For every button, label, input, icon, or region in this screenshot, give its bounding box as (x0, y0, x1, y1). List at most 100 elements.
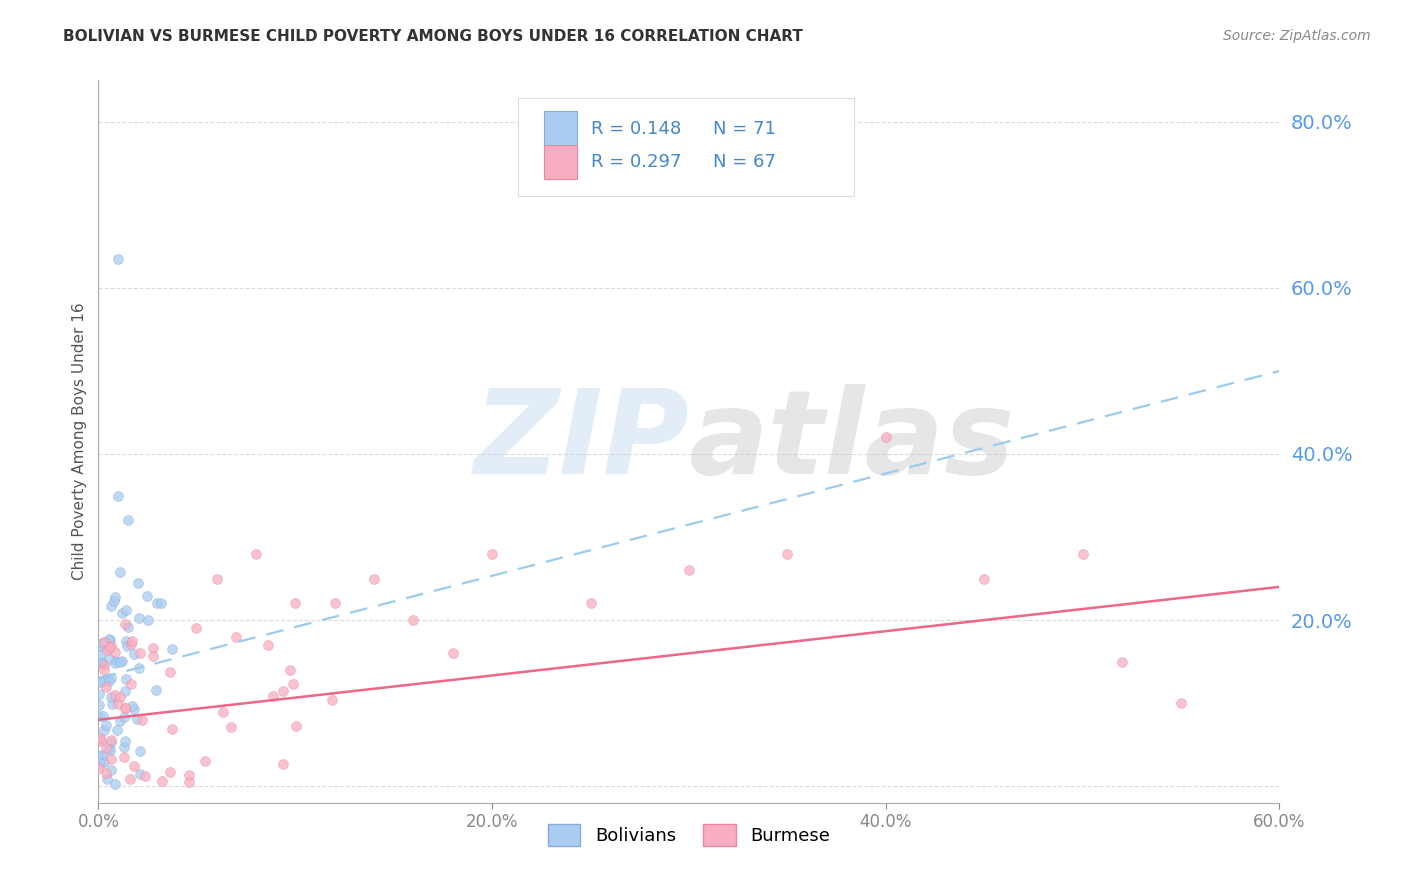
Point (107, 489, 129, 503)
Point (124, 759, 146, 773)
Text: N = 71: N = 71 (713, 120, 776, 137)
Point (128, 661, 150, 675)
Point (678, 563, 700, 577)
Point (120, 637, 142, 651)
Point (104, 654, 127, 668)
Point (136, 590, 159, 604)
Legend: Bolivians, Burmese: Bolivians, Burmese (538, 815, 839, 855)
Text: ZIP: ZIP (472, 384, 689, 499)
Point (100, 764, 122, 778)
Point (125, 712, 148, 726)
Point (159, 665, 181, 680)
Text: atlas: atlas (689, 384, 1015, 499)
Point (127, 575, 149, 590)
Point (97, 641, 120, 656)
Point (128, 611, 150, 625)
Point (245, 547, 267, 561)
Point (91, 636, 114, 650)
Point (1111, 655, 1133, 669)
Point (115, 639, 138, 653)
Point (257, 638, 280, 652)
Point (219, 720, 242, 734)
Point (108, 714, 131, 729)
Point (98, 633, 121, 648)
Point (90, 657, 112, 671)
Point (107, 698, 129, 712)
Point (100, 732, 122, 747)
Point (114, 701, 136, 715)
Point (129, 744, 152, 758)
Point (103, 594, 125, 608)
Point (124, 702, 146, 716)
Point (96, 643, 118, 657)
Point (96, 772, 118, 786)
Point (90, 733, 112, 747)
Point (98, 652, 121, 666)
Point (108, 655, 131, 669)
Point (120, 677, 142, 691)
Point (89, 673, 111, 688)
Point (402, 613, 425, 627)
Point (96, 718, 118, 732)
Point (107, 252, 129, 266)
FancyBboxPatch shape (517, 98, 855, 196)
Point (100, 639, 122, 653)
Point (97, 674, 120, 689)
Point (87, 698, 110, 712)
Point (103, 645, 125, 659)
Point (150, 774, 173, 789)
Point (142, 648, 165, 663)
Point (121, 699, 143, 714)
Point (105, 723, 128, 737)
Point (875, 430, 897, 444)
Point (87, 639, 110, 653)
Point (281, 676, 304, 690)
Point (91, 709, 114, 723)
Point (278, 663, 301, 677)
Point (89, 748, 111, 763)
Point (115, 634, 138, 648)
Point (91, 656, 114, 670)
Point (150, 597, 173, 611)
Point (115, 672, 138, 686)
Point (90, 675, 112, 690)
Point (177, 767, 200, 781)
Point (122, 647, 145, 661)
Text: R = 0.297: R = 0.297 (591, 153, 682, 171)
Text: N = 67: N = 67 (713, 153, 776, 171)
Point (112, 709, 135, 723)
Point (321, 693, 343, 707)
Point (284, 597, 307, 611)
Point (94, 680, 117, 694)
Text: BOLIVIAN VS BURMESE CHILD POVERTY AMONG BOYS UNDER 16 CORRELATION CHART: BOLIVIAN VS BURMESE CHILD POVERTY AMONG … (63, 29, 803, 45)
Bar (544, 145, 576, 179)
Point (225, 630, 247, 644)
Point (973, 572, 995, 586)
Point (111, 606, 134, 620)
Point (146, 597, 169, 611)
Point (93, 756, 115, 770)
Point (97, 741, 120, 756)
Point (100, 751, 122, 765)
Point (284, 719, 307, 733)
Point (87, 688, 110, 702)
Point (114, 617, 136, 632)
Point (159, 764, 181, 779)
Point (271, 683, 294, 698)
Point (112, 739, 135, 754)
Point (160, 723, 183, 737)
Point (134, 769, 156, 783)
Text: R = 0.148: R = 0.148 (591, 120, 681, 137)
Point (89, 732, 111, 747)
Point (104, 689, 127, 703)
Point (108, 690, 131, 704)
Bar (544, 112, 576, 146)
Point (93, 635, 115, 649)
Point (89, 731, 111, 745)
Point (98, 743, 121, 757)
Point (100, 735, 122, 749)
Point (142, 641, 165, 656)
Point (117, 513, 139, 527)
Point (441, 646, 464, 660)
Point (97, 632, 120, 646)
